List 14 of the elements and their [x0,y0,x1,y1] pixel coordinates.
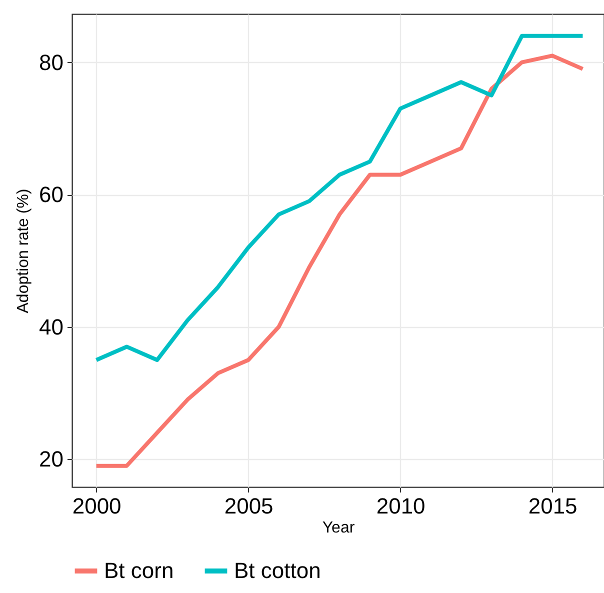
x-tick-label: 2000 [72,494,122,518]
y-axis-title: Adoption rate (%) [15,188,32,314]
x-tick-label: 2010 [376,494,426,518]
y-tick-label: 80 [39,50,64,75]
y-tick-label: 20 [39,446,64,472]
x-tick-label: 2005 [224,494,274,518]
y-tick-label: 60 [39,182,64,208]
line-series [94,34,585,362]
legend-label: Bt corn [104,558,174,583]
x-axis-title: Year [322,520,356,536]
x-tick-label: 2015 [528,494,578,518]
legend-label: Bt cotton [234,558,321,583]
y-tick-label: 40 [39,314,64,340]
line-series [94,54,585,468]
